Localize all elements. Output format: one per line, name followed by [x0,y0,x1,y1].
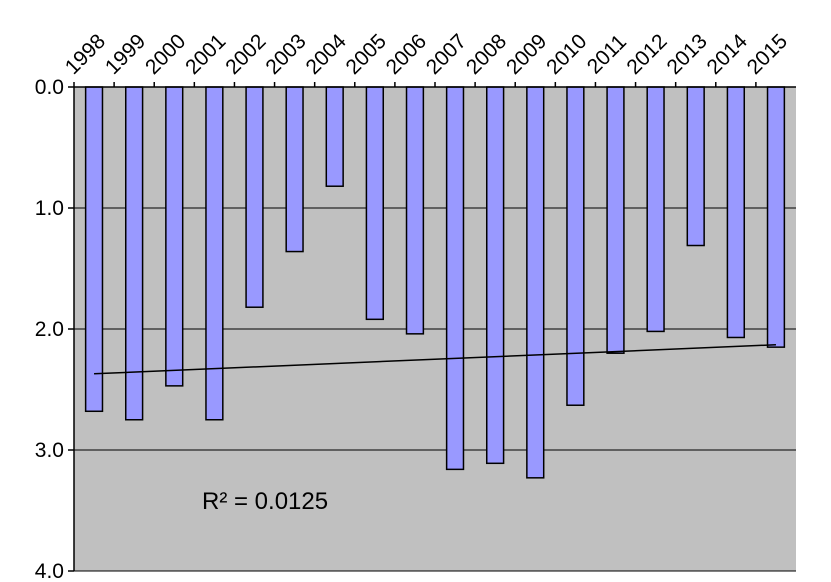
x-tick-label: 2010 [542,30,591,79]
bar-2010 [566,86,585,406]
x-tick-label: 2006 [382,30,431,79]
bar-2002 [245,86,264,308]
bar-2008 [485,86,505,465]
x-tick-label: 2002 [221,30,270,79]
x-tick-label: 2007 [422,30,471,79]
x-tick-label: 2005 [342,30,391,79]
bar-2009 [526,86,545,479]
bar-2015 [766,86,786,348]
x-tick-label: 2015 [743,30,792,79]
y-tick-label: 3.0 [35,439,64,462]
x-axis-labels: 1998199920002001200220032004200520062007… [61,30,792,87]
bar-2007 [445,86,465,471]
gridlines [74,207,796,572]
x-tick-label: 2000 [141,30,190,79]
bar-2001 [205,86,224,421]
bar-2014 [726,86,746,339]
y-tick-label: 1.0 [35,197,64,220]
x-tick-label: 2013 [662,30,711,79]
bar-2012 [646,86,665,333]
x-tick-label: 1998 [61,30,110,79]
y-tick-label: 2.0 [35,318,64,341]
x-tick-label: 2004 [301,30,351,80]
bar-2006 [405,86,425,335]
bar-2000 [165,86,184,387]
y-axis-ticks: 0.0 1.0 2.0 3.0 4.0 [35,76,74,582]
x-tick-label: 2001 [181,30,230,79]
r-squared-label: R² = 0.0125 [202,488,328,515]
bar-2003 [285,86,304,253]
bar-2004 [325,86,344,187]
y-tick-label: 4.0 [35,560,64,582]
trendline [94,343,776,375]
bar-1998 [84,86,104,413]
x-tick-label: 1999 [101,30,150,79]
x-tick-label: 2003 [261,30,310,79]
x-tick-label: 2012 [622,30,671,79]
x-tick-label: 2008 [462,30,511,79]
x-tick-label: 2014 [703,30,753,80]
bar-2005 [365,86,385,321]
bar-1999 [124,86,144,421]
y-tick-label: 0.0 [35,76,64,99]
bar-2013 [686,86,705,247]
x-tick-label: 2011 [583,30,631,78]
x-tick-label: 2009 [502,30,551,79]
bar-2011 [606,86,625,354]
